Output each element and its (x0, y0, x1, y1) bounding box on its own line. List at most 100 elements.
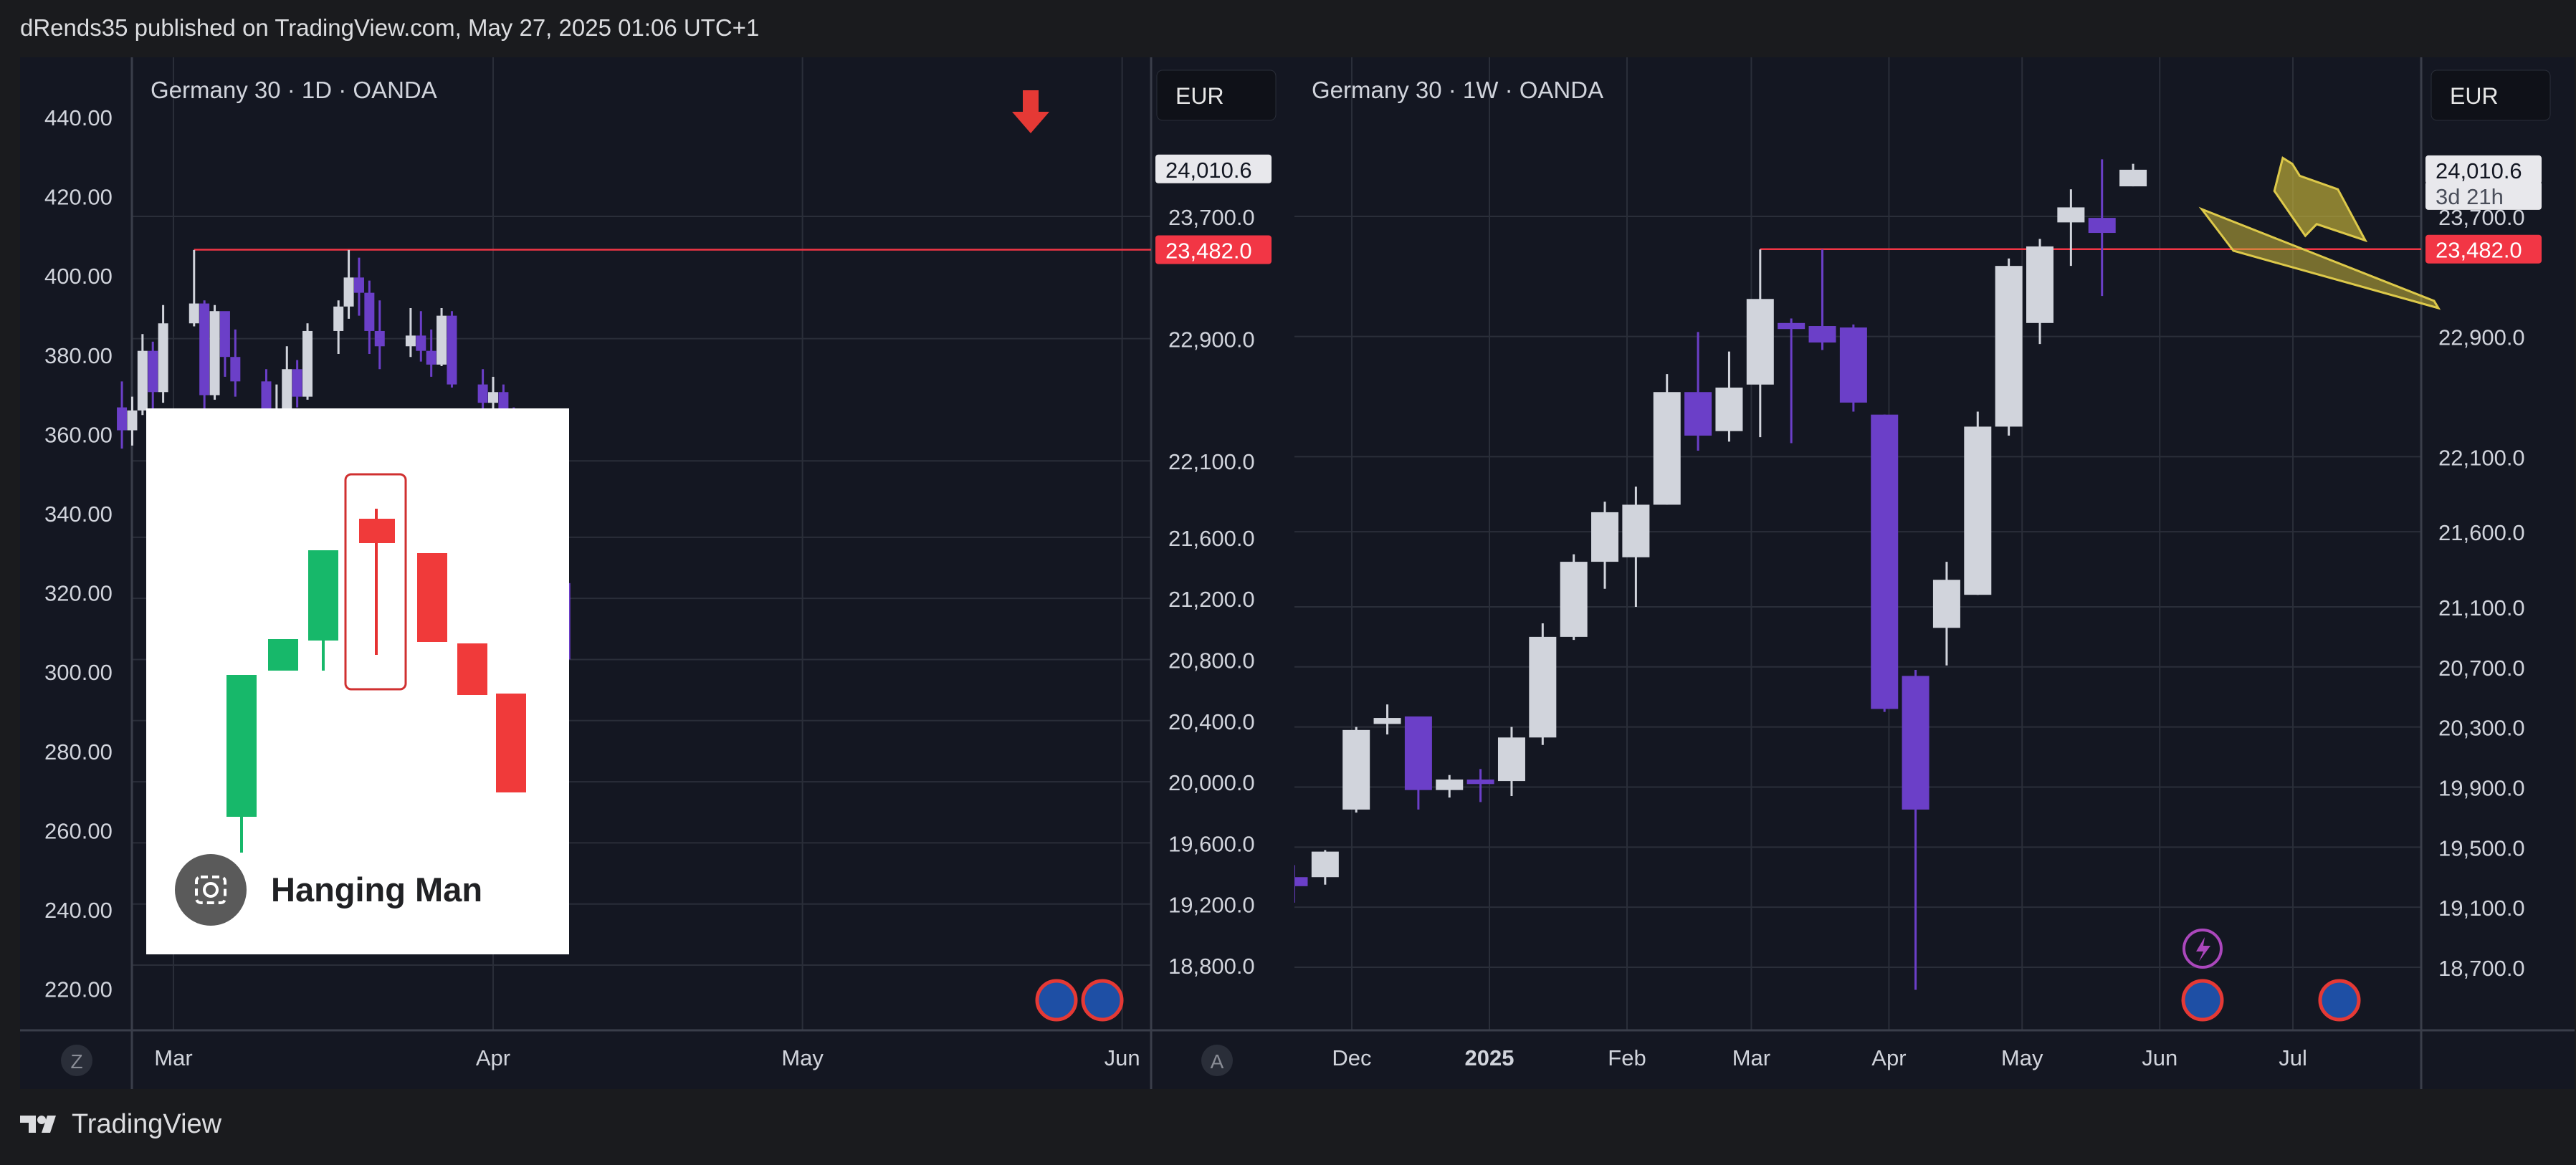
inset-candle-2 (268, 639, 298, 671)
tradingview-logo-icon (20, 1115, 56, 1133)
candle-body (364, 292, 375, 331)
candle-body (2088, 218, 2116, 234)
candle-body (1342, 729, 1370, 810)
left-axis-tick-label: 260.00 (44, 818, 113, 843)
candle-body (1684, 392, 1712, 436)
candle-body (1995, 266, 2023, 427)
arrow-annotation-icon (2273, 156, 2368, 243)
lightning-event-icon[interactable] (2183, 929, 2223, 969)
time-tick-label: Feb (1608, 1045, 1646, 1070)
candle-body (219, 311, 230, 358)
daily-chart-svg[interactable]: 440.00 420.00 400.00 380.00 360.00 340.00 320.… (20, 57, 1300, 1089)
candle-body (2057, 207, 2085, 223)
price-tag-label: 3d 21h (2436, 184, 2504, 209)
candle-body (1902, 676, 1929, 810)
candle-body (1778, 322, 1805, 330)
z-label: Z (70, 1050, 82, 1073)
price-tick-label: 21,100.0 (2438, 595, 2525, 620)
weekly-chart-svg[interactable]: 23,700.022,900.022,100.021,600.021,100.0… (1294, 57, 2575, 1089)
eu-flag-icon[interactable] (2318, 979, 2361, 1022)
price-tick-label: 22,900.0 (1168, 327, 1255, 353)
currency-button[interactable] (1156, 69, 1277, 121)
candle-body (302, 330, 313, 397)
chart-panel-daily[interactable]: 440.00 420.00 400.00 380.00 360.00 340.00 320.… (20, 57, 1300, 1089)
price-tick-label: 20,700.0 (2438, 656, 2525, 681)
time-axis[interactable]: Dec 2025 Feb Mar Apr May Jun Jul (1332, 1045, 2307, 1070)
candle-body (1311, 851, 1339, 878)
left-price-axis: 440.00 420.00 400.00 380.00 360.00 340.00 320.… (44, 105, 113, 1002)
price-tick-label: 20,800.0 (1168, 648, 1255, 673)
candle-body (2026, 246, 2053, 323)
right-price-axis[interactable]: 23,700.0 22,900.0 22,100.0 21,600.0 21,200.0… (1155, 154, 1272, 979)
time-tick-label: Mar (154, 1045, 192, 1070)
price-tick-label: 22,100.0 (1168, 449, 1255, 474)
candle-body (209, 311, 220, 395)
chart-title: Germany 30 · 1W · OANDA (1312, 77, 1603, 103)
hanging-man-inset: Hanging Man (146, 408, 569, 954)
inset-candle-5 (417, 553, 447, 642)
candle-body (1622, 504, 1650, 557)
candle-body (1404, 716, 1432, 790)
left-axis-tick-label: 300.00 (44, 660, 113, 685)
price-tag-bg (2425, 155, 2542, 184)
price-tick-label: 21,200.0 (1168, 587, 1255, 612)
candle-body (189, 303, 199, 324)
chart-panel-weekly[interactable]: 23,700.0 22,900.0 22,100.0 21,600.0 21,100.0… (1294, 57, 2575, 1089)
auto-scale-label: A (1211, 1050, 1224, 1073)
candle-body (1529, 636, 1557, 738)
inset-candle-1 (226, 675, 257, 817)
price-tag-bg (2425, 181, 2542, 210)
tradingview-footer: TradingView (20, 1109, 221, 1140)
candle-body (374, 330, 385, 347)
candle-body (1964, 426, 1992, 595)
price-tick-label: 21,600.0 (1168, 526, 1255, 551)
candle-body (1746, 299, 1774, 385)
inset-highlight-box (344, 473, 407, 691)
price-tick-label: 18,700.0 (2438, 956, 2525, 981)
left-axis-tick-label: 340.00 (44, 502, 113, 527)
z-button[interactable] (61, 1045, 92, 1076)
left-axis-tick-label: 280.00 (44, 739, 113, 764)
time-tick-label: Jun (2142, 1045, 2177, 1070)
candle-body (333, 306, 344, 331)
lens-icon-frame (195, 876, 226, 904)
candle-body (1294, 877, 1308, 886)
candle-body (158, 323, 168, 393)
time-tick-label: Dec (1332, 1045, 1371, 1070)
left-axis-tick-label: 320.00 (44, 581, 113, 606)
eu-flag-icon[interactable] (1035, 979, 1078, 1022)
auto-scale-button[interactable] (1201, 1045, 1233, 1076)
candle-body (1932, 580, 1960, 628)
currency-button[interactable] (2430, 69, 2551, 121)
event-markers[interactable] (2181, 929, 2361, 1022)
event-markers[interactable] (1035, 979, 1124, 1022)
candle-body (230, 357, 241, 382)
eu-flag-icon[interactable] (2181, 979, 2224, 1022)
candle-body (1715, 387, 1743, 431)
currency-label: EUR (2450, 83, 2499, 109)
candle-body (488, 392, 498, 403)
lens-icon (175, 854, 247, 926)
price-tick-label: 20,300.0 (2438, 716, 2525, 741)
time-tick-label: 2025 (1465, 1045, 1514, 1070)
candle-body (1839, 327, 1867, 403)
candle-body (1808, 326, 1836, 343)
candle-body (1466, 780, 1494, 785)
price-tick-label: 21,600.0 (2438, 520, 2525, 545)
price-tick-label: 19,200.0 (1168, 893, 1255, 918)
inset-caption: Hanging Man (271, 871, 482, 908)
price-tick-label: 18,800.0 (1168, 954, 1255, 979)
inset-hanging-man-body (359, 519, 395, 543)
candle-body (353, 277, 364, 293)
brand-name: TradingView (72, 1109, 222, 1139)
eu-flag-icon[interactable] (1081, 979, 1124, 1022)
right-price-axis[interactable]: 23,700.022,900.022,100.021,600.021,100.0… (2425, 155, 2542, 981)
candle-body (477, 384, 488, 403)
grid-lines (1294, 57, 2575, 1089)
price-tick-label: 19,900.0 (2438, 775, 2525, 800)
price-tick-label: 22,100.0 (2438, 445, 2525, 470)
lens-icon-dot (203, 882, 219, 898)
time-axis[interactable]: Mar Apr May Jun (154, 1045, 1140, 1070)
candle-body (1373, 718, 1401, 724)
inset-candle-6 (457, 643, 487, 695)
